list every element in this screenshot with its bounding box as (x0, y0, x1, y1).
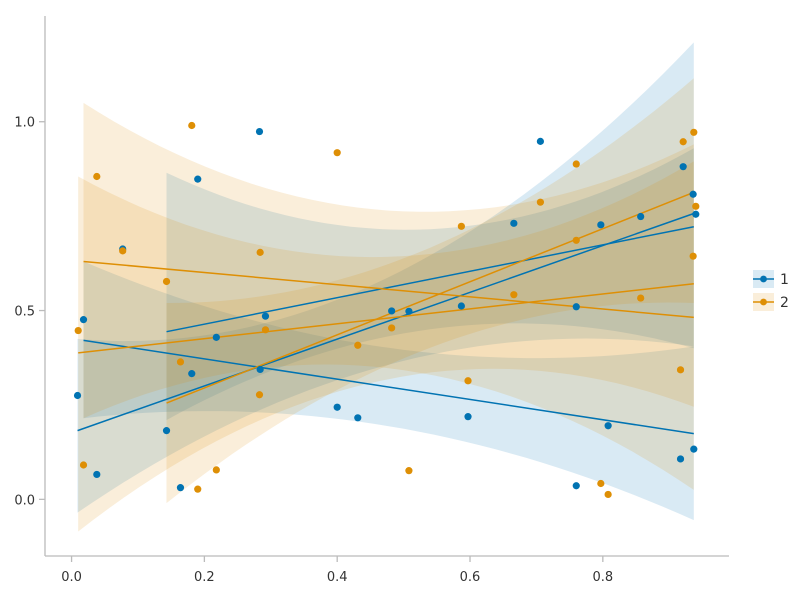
data-point-s2-15 (405, 467, 413, 475)
data-point-s1-4 (162, 427, 171, 435)
y-tick-label: 1.0 (14, 116, 35, 131)
data-point-s2-28 (690, 128, 698, 136)
legend-marker-1 (760, 275, 767, 283)
data-point-s2-25 (676, 366, 685, 374)
data-point-s2-23 (604, 490, 612, 499)
data-point-s2-11 (261, 326, 270, 334)
data-point-s1-2 (93, 470, 101, 479)
data-point-s1-16 (457, 302, 465, 310)
data-point-s1-15 (405, 307, 413, 315)
data-point-s2-2 (93, 172, 101, 181)
x-tick-label: 0.6 (460, 570, 481, 585)
data-point-s1-22 (597, 221, 605, 229)
data-point-s1-14 (388, 307, 396, 315)
data-point-s2-24 (637, 294, 645, 302)
data-point-s1-27 (689, 190, 697, 198)
confidence-bands (77, 42, 694, 532)
data-point-s1-5 (176, 484, 185, 492)
data-point-s1-13 (354, 414, 362, 422)
x-axis-ticks: 0.0 0.2 0.4 0.6 0.8 (61, 556, 613, 585)
legend-label-1: 1 (780, 272, 789, 288)
y-axis-ticks: 0.0 0.5 1.0 (14, 116, 45, 508)
data-point-s1-12 (333, 403, 341, 411)
data-point-s2-26 (679, 138, 687, 146)
confidence-band-s1-1 (77, 42, 694, 513)
data-point-s1-11 (261, 312, 270, 320)
legend-label-2: 2 (780, 295, 789, 311)
data-point-s2-6 (188, 121, 196, 130)
data-point-s2-17 (464, 377, 472, 385)
data-point-s2-12 (333, 149, 341, 157)
data-point-s1-19 (536, 137, 545, 145)
axes (44, 16, 729, 557)
data-point-s2-9 (255, 391, 264, 399)
data-point-s1-25 (676, 455, 685, 463)
data-point-s2-19 (536, 198, 545, 206)
data-point-s2-18 (510, 291, 518, 299)
data-point-s1-18 (510, 219, 518, 227)
data-point-s1-10 (256, 365, 264, 374)
data-point-s2-21 (572, 236, 580, 244)
data-point-s2-7 (194, 485, 202, 493)
data-point-s2-16 (457, 222, 465, 230)
data-point-s2-1 (79, 461, 88, 469)
fit-line-s2-2 (83, 260, 694, 319)
data-point-s2-20 (572, 160, 580, 168)
y-tick-label: 0.5 (14, 305, 35, 320)
data-point-s2-5 (176, 358, 185, 366)
data-point-s1-0 (73, 391, 82, 400)
data-point-s1-23 (604, 422, 612, 430)
x-tick-label: 0.4 (327, 570, 348, 585)
scatter-points (73, 121, 700, 499)
x-tick-label: 0.2 (194, 570, 215, 585)
fit-line-s1-3 (166, 225, 694, 333)
legend-marker-2 (760, 298, 767, 306)
confidence-band-s2-3 (166, 78, 694, 504)
data-point-s1-6 (188, 370, 196, 378)
y-tick-label: 0.0 (14, 493, 35, 508)
x-tick-label: 0.0 (61, 570, 82, 585)
data-point-s1-20 (572, 482, 580, 490)
fit-line-s1-1 (77, 212, 695, 432)
data-point-s2-13 (354, 341, 362, 349)
data-point-s1-1 (79, 316, 88, 324)
data-point-s2-22 (597, 479, 605, 488)
data-point-s1-21 (572, 303, 580, 311)
data-point-s1-17 (464, 413, 472, 421)
data-point-s2-14 (388, 324, 396, 332)
data-point-s1-7 (194, 175, 202, 183)
fit-line-s2-1 (78, 282, 694, 354)
data-point-s2-29 (692, 202, 700, 210)
data-point-s1-26 (679, 163, 687, 171)
legend: 12 (753, 270, 789, 311)
regression-lines (77, 191, 695, 435)
fit-line-s2-3 (166, 191, 695, 404)
data-point-s2-27 (689, 252, 697, 260)
data-point-s2-3 (119, 247, 127, 255)
x-tick-label: 0.8 (592, 570, 613, 585)
confidence-band-s1-2 (83, 261, 694, 521)
data-point-s2-10 (256, 248, 264, 256)
data-point-s2-8 (212, 466, 220, 474)
fit-line-s1-2 (83, 339, 694, 435)
data-point-s1-29 (692, 210, 700, 218)
data-point-s1-9 (255, 127, 264, 136)
data-point-s2-4 (162, 277, 171, 286)
data-point-s2-0 (74, 326, 82, 335)
data-point-s1-8 (212, 333, 220, 341)
data-point-s1-24 (637, 212, 645, 221)
data-point-s1-28 (690, 445, 698, 453)
